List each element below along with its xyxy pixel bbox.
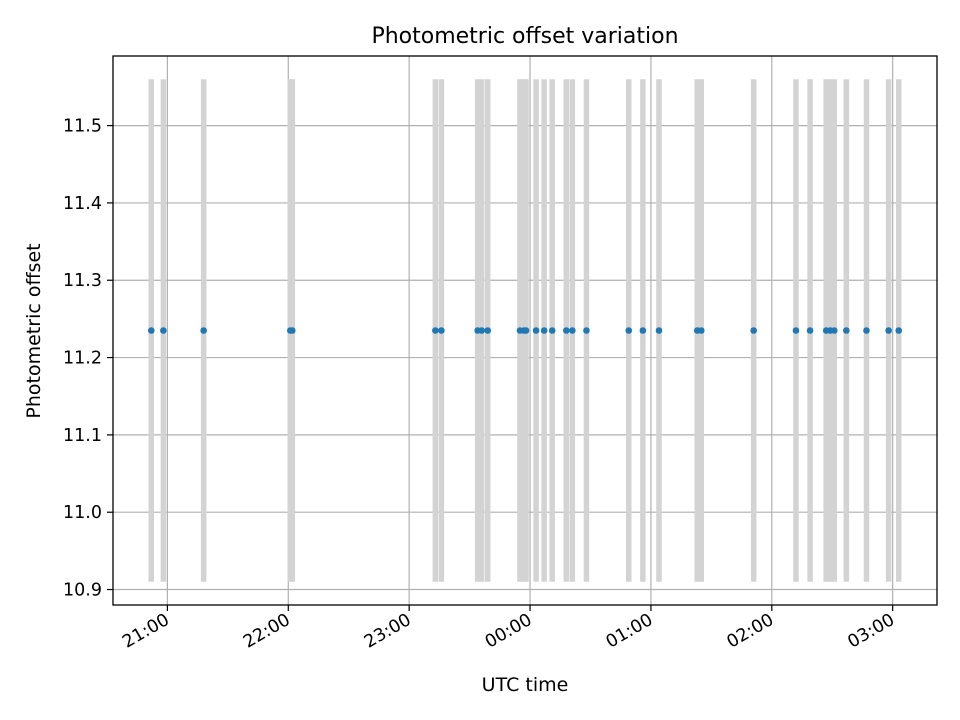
data-point <box>200 327 207 334</box>
data-point <box>863 327 870 334</box>
y-tick-label: 11.0 <box>63 503 102 523</box>
data-point <box>639 327 647 334</box>
y-tick-label: 11.5 <box>63 117 102 137</box>
chart-title: Photometric offset variation <box>371 24 678 49</box>
y-tick-label: 11.1 <box>63 426 102 446</box>
data-point <box>532 327 540 334</box>
data-point <box>655 327 663 334</box>
x-axis-label: UTC time <box>482 674 569 696</box>
data-point <box>432 327 439 334</box>
y-tick-label: 11.2 <box>63 349 102 369</box>
y-tick-label: 11.4 <box>63 194 102 214</box>
data-point <box>563 327 570 334</box>
data-point <box>548 327 556 334</box>
data-point <box>540 327 548 334</box>
plot-frame <box>112 55 938 606</box>
data-point <box>569 327 576 334</box>
data-point <box>697 327 705 334</box>
data-points <box>147 327 903 334</box>
data-point <box>843 327 850 334</box>
data-point <box>484 327 492 334</box>
data-point <box>160 327 167 334</box>
data-point <box>750 327 757 334</box>
data-point <box>806 327 814 334</box>
y-axis-label: Photometric offset <box>23 243 45 418</box>
data-point <box>625 327 633 334</box>
data-point <box>438 327 445 334</box>
data-point <box>147 327 155 334</box>
data-point <box>885 327 892 334</box>
data-point <box>830 327 838 334</box>
y-tick-label: 11.3 <box>63 271 102 291</box>
data-point <box>289 327 296 334</box>
data-point <box>792 327 800 334</box>
y-tick-label: 10.9 <box>63 581 102 601</box>
data-point <box>478 327 485 334</box>
data-point <box>583 327 590 334</box>
data-point <box>895 327 903 334</box>
data-point <box>522 327 530 334</box>
